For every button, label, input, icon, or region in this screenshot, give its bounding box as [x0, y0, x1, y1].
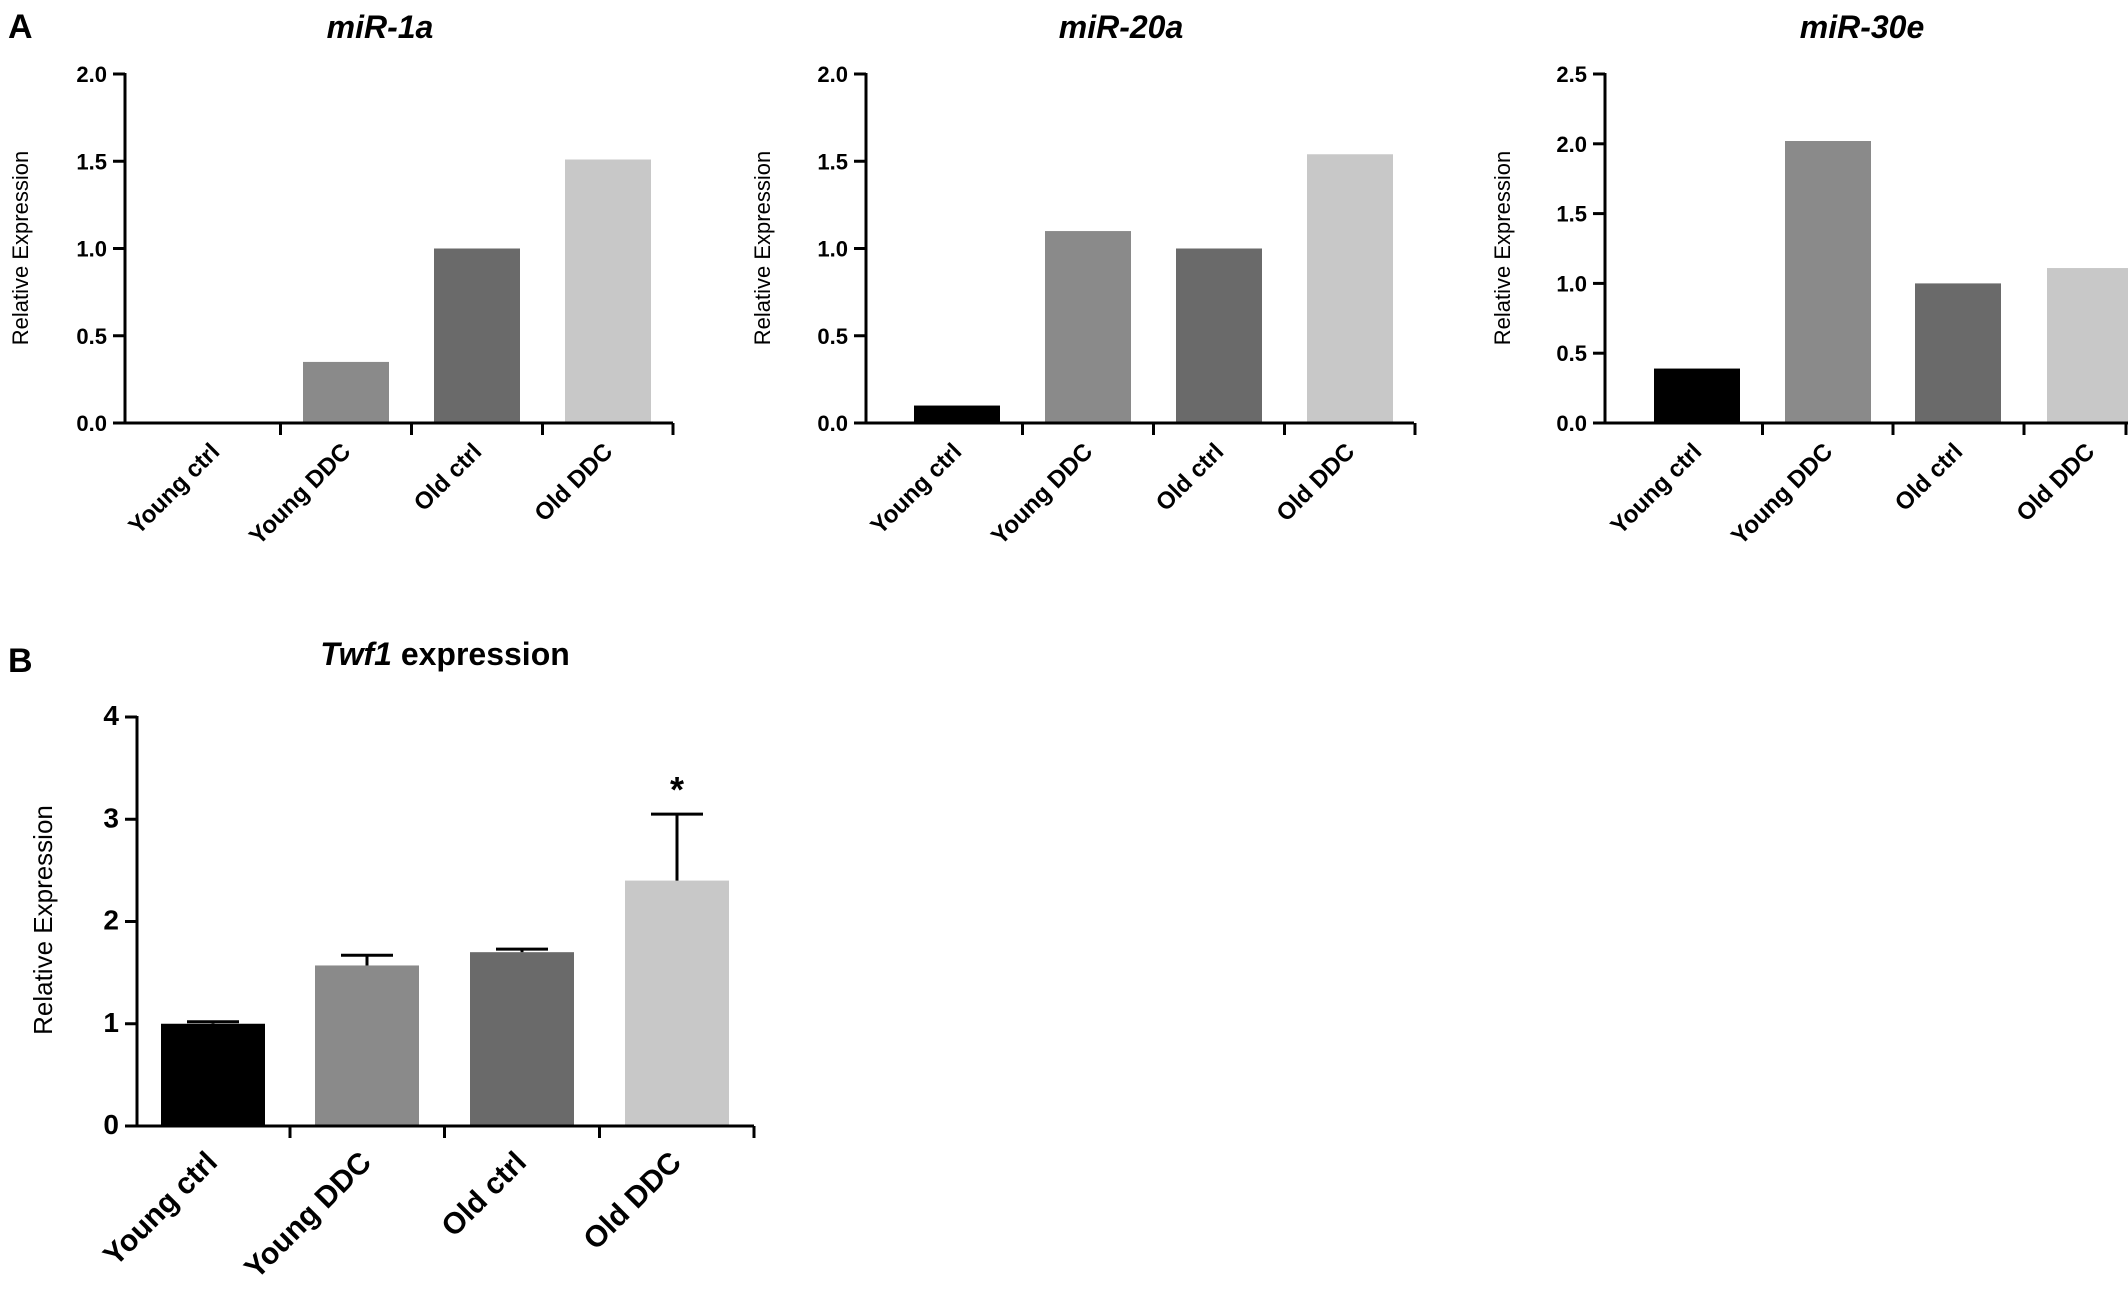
bar [1045, 231, 1131, 423]
bar [315, 965, 419, 1126]
bar [625, 880, 729, 1126]
x-tick-label: Old DDC [529, 438, 618, 527]
x-tick-label: Old DDC [1271, 438, 1360, 527]
bar [2047, 268, 2128, 423]
bar [1785, 141, 1871, 423]
bar [914, 405, 1000, 423]
x-tick-label: Young ctrl [97, 1146, 224, 1273]
chart-title: miR-30e [1800, 9, 1925, 45]
bar [1915, 283, 2001, 423]
panel-b-label: B [8, 642, 33, 680]
y-tick-label: 4 [103, 700, 119, 731]
y-axis-label: Relative Expression [750, 151, 775, 345]
bar [434, 248, 520, 423]
y-tick-label: 1.0 [76, 237, 107, 262]
y-axis-label: Relative Expression [8, 151, 33, 345]
chart-title: miR-1a [327, 9, 434, 45]
x-tick-label: Young ctrl [1605, 438, 1707, 540]
y-tick-label: 2.0 [1556, 132, 1587, 157]
y-tick-label: 1 [103, 1007, 119, 1038]
y-axis-label: Relative Expression [1490, 151, 1515, 345]
bar [1654, 368, 1740, 423]
x-tick-label: Old ctrl [1151, 438, 1229, 516]
x-tick-label: Old DDC [2011, 438, 2100, 527]
y-tick-label: 2.0 [817, 62, 848, 87]
x-tick-label: Young DDC [1726, 438, 1838, 550]
y-tick-label: 2.0 [76, 62, 107, 87]
bar [565, 159, 651, 423]
y-tick-label: 0.5 [1556, 341, 1587, 366]
y-tick-label: 1.5 [1556, 202, 1587, 227]
x-tick-label: Young DDC [238, 1146, 378, 1286]
y-tick-label: 0.0 [76, 411, 107, 436]
chart-twf1-expression: Twf1 expression Relative Expression * 0 1 2 3 4… [28, 636, 756, 1286]
panel-a-label: A [8, 8, 33, 46]
x-tick-label: Young ctrl [865, 438, 967, 540]
x-tick-label: Old ctrl [409, 438, 487, 516]
bar [470, 952, 574, 1126]
chart-title-italic: Twf1 [320, 636, 392, 672]
chart-title-rest: expression [392, 636, 570, 672]
chart-mir-30e: miR-30e Relative Expression 0.0 0.5 1.0 1.5 2.… [1490, 9, 2128, 550]
y-tick-label: 0 [103, 1109, 119, 1140]
y-tick-label: 0.5 [76, 324, 107, 349]
y-tick-label: 0.0 [1556, 411, 1587, 436]
x-tick-label: Young ctrl [123, 438, 225, 540]
bar [303, 361, 389, 423]
significance-marker: * [670, 769, 684, 810]
y-axis-label: Relative Expression [28, 805, 58, 1035]
bar [161, 1023, 265, 1126]
x-tick-label: Old DDC [577, 1146, 688, 1257]
chart-mir-1a: miR-1a Relative Expression 0.0 0.5 1.0 1.5 2.0… [8, 9, 675, 550]
y-tick-label: 0.5 [817, 324, 848, 349]
chart-title: miR-20a [1059, 9, 1184, 45]
chart-mir-20a: miR-20a Relative Expression 0.0 0.5 1.0 1.5 2.… [750, 9, 1417, 550]
x-tick-label: Young DDC [986, 438, 1098, 550]
x-tick-label: Old ctrl [1890, 438, 1968, 516]
x-tick-label: Old ctrl [435, 1146, 533, 1244]
y-tick-label: 1.0 [817, 237, 848, 262]
y-tick-label: 0.0 [817, 411, 848, 436]
y-tick-label: 1.0 [1556, 271, 1587, 296]
chart-title: Twf1 expression [320, 636, 570, 672]
y-tick-label: 1.5 [76, 149, 107, 174]
y-tick-label: 2 [103, 905, 119, 936]
y-tick-label: 2.5 [1556, 62, 1587, 87]
y-tick-label: 1.5 [817, 149, 848, 174]
x-tick-label: Young DDC [244, 438, 356, 550]
y-tick-label: 3 [103, 802, 119, 833]
bar [1176, 248, 1262, 423]
bar [1307, 154, 1393, 423]
